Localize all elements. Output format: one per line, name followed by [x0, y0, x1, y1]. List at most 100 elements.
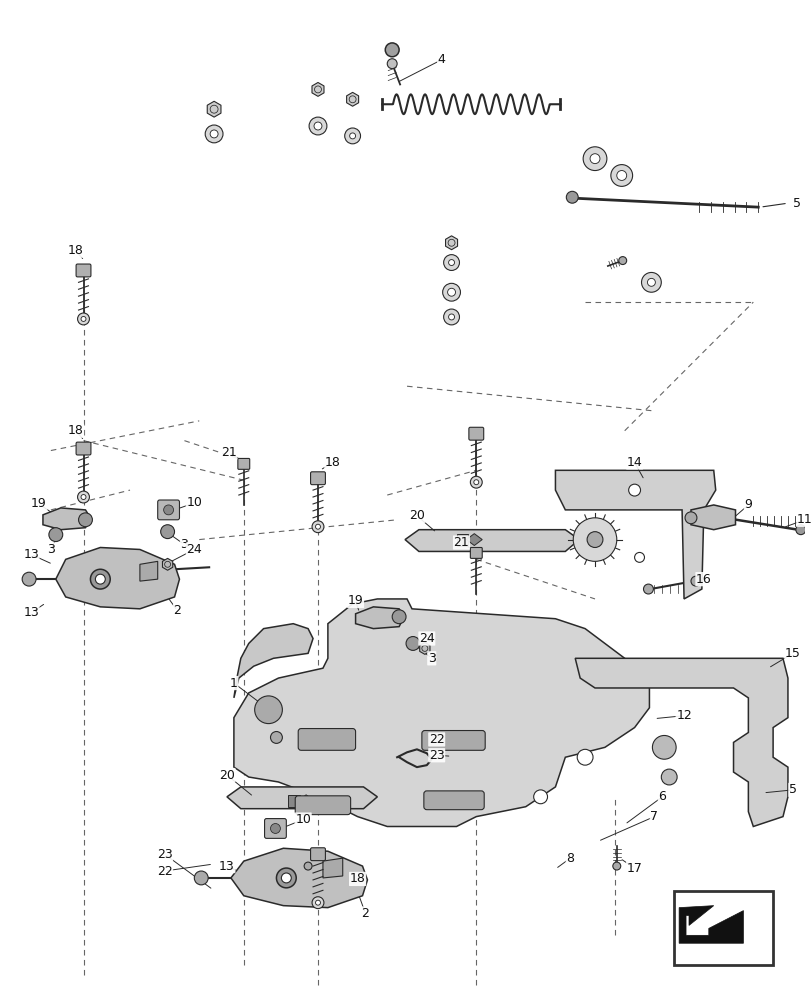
Circle shape	[618, 257, 626, 265]
Circle shape	[651, 735, 676, 759]
Circle shape	[95, 574, 105, 584]
Text: 3: 3	[427, 652, 436, 665]
Circle shape	[22, 572, 36, 586]
Polygon shape	[207, 101, 221, 117]
Polygon shape	[323, 858, 342, 878]
FancyBboxPatch shape	[422, 731, 485, 750]
Circle shape	[447, 288, 455, 296]
Text: 18: 18	[350, 872, 365, 885]
Text: 5: 5	[788, 783, 796, 796]
Text: 3: 3	[47, 543, 54, 556]
Circle shape	[442, 283, 460, 301]
Circle shape	[304, 862, 311, 870]
Circle shape	[384, 43, 399, 57]
FancyBboxPatch shape	[298, 729, 355, 750]
Text: 21: 21	[221, 446, 237, 459]
Text: 19: 19	[31, 497, 47, 510]
Circle shape	[270, 732, 282, 743]
Text: 22: 22	[428, 733, 444, 746]
Circle shape	[81, 316, 86, 321]
Text: 15: 15	[784, 647, 800, 660]
Text: 24: 24	[187, 543, 202, 556]
Text: 13: 13	[219, 860, 234, 873]
Circle shape	[474, 480, 478, 485]
Text: 2: 2	[361, 907, 369, 920]
Circle shape	[392, 610, 406, 624]
Polygon shape	[574, 658, 787, 826]
Circle shape	[586, 532, 603, 547]
Polygon shape	[139, 561, 157, 581]
Polygon shape	[298, 795, 314, 807]
FancyBboxPatch shape	[423, 791, 483, 810]
Text: 22: 22	[157, 865, 172, 878]
Text: 16: 16	[695, 573, 711, 586]
Text: 21: 21	[453, 536, 469, 549]
Circle shape	[194, 871, 208, 885]
Circle shape	[79, 513, 92, 527]
Circle shape	[270, 824, 280, 833]
Polygon shape	[678, 906, 743, 943]
Circle shape	[634, 552, 644, 562]
Circle shape	[205, 125, 223, 143]
Text: 2: 2	[174, 604, 181, 617]
Text: 5: 5	[792, 197, 800, 210]
Circle shape	[210, 130, 218, 138]
Polygon shape	[673, 891, 772, 965]
Circle shape	[281, 873, 291, 883]
Circle shape	[255, 696, 282, 724]
Polygon shape	[445, 236, 457, 250]
Circle shape	[345, 128, 360, 144]
Circle shape	[314, 122, 321, 130]
Circle shape	[311, 897, 324, 909]
FancyBboxPatch shape	[470, 547, 482, 558]
Circle shape	[309, 117, 327, 135]
Circle shape	[684, 512, 696, 524]
Text: 17: 17	[626, 862, 642, 875]
Text: 10: 10	[187, 496, 202, 509]
Circle shape	[315, 524, 320, 529]
Text: 18: 18	[67, 244, 84, 257]
Circle shape	[642, 584, 653, 594]
Circle shape	[646, 278, 654, 286]
Text: 9: 9	[744, 498, 751, 511]
Text: 18: 18	[67, 424, 84, 437]
Circle shape	[616, 171, 626, 180]
Text: 20: 20	[409, 509, 424, 522]
Text: 7: 7	[650, 810, 658, 823]
FancyBboxPatch shape	[310, 472, 325, 485]
Text: 18: 18	[324, 456, 341, 469]
Circle shape	[660, 769, 676, 785]
Circle shape	[573, 518, 616, 561]
Circle shape	[443, 309, 459, 325]
Circle shape	[612, 862, 620, 870]
Text: 24: 24	[418, 632, 434, 645]
Polygon shape	[405, 530, 578, 551]
Circle shape	[533, 790, 547, 804]
Circle shape	[49, 528, 62, 542]
Circle shape	[276, 868, 296, 888]
Polygon shape	[288, 795, 300, 807]
Circle shape	[610, 165, 632, 186]
Circle shape	[448, 260, 454, 266]
Circle shape	[565, 191, 577, 203]
Text: 23: 23	[157, 848, 172, 861]
Circle shape	[795, 525, 805, 535]
FancyBboxPatch shape	[76, 264, 91, 277]
Text: 3: 3	[180, 538, 188, 551]
Text: 23: 23	[428, 749, 444, 762]
Circle shape	[590, 154, 599, 164]
FancyBboxPatch shape	[468, 427, 483, 440]
Polygon shape	[355, 607, 404, 629]
Text: 14: 14	[626, 456, 642, 469]
Circle shape	[628, 484, 640, 496]
Polygon shape	[466, 534, 482, 546]
FancyBboxPatch shape	[264, 819, 286, 838]
Circle shape	[81, 495, 86, 500]
Text: 20: 20	[219, 769, 234, 782]
Circle shape	[164, 505, 174, 515]
Polygon shape	[234, 624, 313, 698]
Text: 12: 12	[676, 709, 691, 722]
Text: 19: 19	[347, 594, 363, 607]
Text: 4: 4	[437, 53, 445, 66]
FancyBboxPatch shape	[157, 500, 179, 520]
